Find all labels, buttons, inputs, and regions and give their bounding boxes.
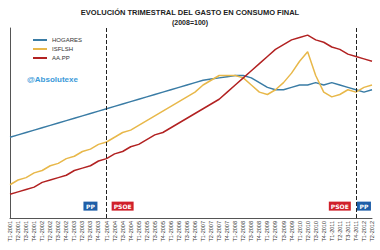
svg-text:T3-2009: T3-2009: [281, 221, 287, 242]
svg-text:T4-2003: T4-2003: [95, 221, 101, 242]
svg-text:T3-2006: T3-2006: [184, 221, 190, 242]
svg-text:T1-2003: T1-2003: [71, 221, 77, 242]
svg-text:T3-2007: T3-2007: [216, 221, 222, 242]
svg-text:PP: PP: [86, 203, 95, 210]
svg-text:T3-2010: T3-2010: [313, 221, 319, 242]
svg-text:T1-2007: T1-2007: [200, 221, 206, 242]
svg-text:T1-2009: T1-2009: [264, 221, 270, 242]
svg-text:T1-2010: T1-2010: [297, 221, 303, 242]
svg-text:T2-2006: T2-2006: [176, 221, 182, 242]
svg-text:HOGARES: HOGARES: [52, 37, 82, 43]
svg-text:T3-2003: T3-2003: [87, 221, 93, 242]
svg-text:(2008=100): (2008=100): [172, 19, 208, 27]
svg-text:PP: PP: [360, 203, 369, 210]
svg-text:T3-2002: T3-2002: [55, 221, 61, 242]
svg-text:T4-2007: T4-2007: [224, 221, 230, 242]
svg-text:T2-2010: T2-2010: [305, 221, 311, 242]
svg-text:T1-2001: T1-2001: [7, 221, 13, 242]
svg-text:ISFLSH: ISFLSH: [52, 46, 73, 52]
svg-text:T3-2001: T3-2001: [23, 221, 29, 242]
svg-text:T4-2008: T4-2008: [256, 221, 262, 242]
svg-text:T4-2009: T4-2009: [289, 221, 295, 242]
svg-text:PSOE: PSOE: [331, 203, 349, 210]
svg-text:T2-2001: T2-2001: [15, 221, 21, 242]
svg-text:T1-2002: T1-2002: [39, 221, 45, 242]
svg-text:T1-2004: T1-2004: [104, 221, 110, 242]
svg-text:PSOE: PSOE: [114, 203, 132, 210]
svg-text:T2-2009: T2-2009: [272, 221, 278, 242]
svg-text:T4-2010: T4-2010: [321, 221, 327, 242]
svg-text:T1-2008: T1-2008: [232, 221, 238, 242]
svg-text:T2-2002: T2-2002: [47, 221, 53, 242]
svg-text:T2-2012: T2-2012: [369, 221, 375, 242]
svg-text:T1-2012: T1-2012: [361, 221, 367, 242]
svg-text:T1-2005: T1-2005: [136, 221, 142, 242]
svg-text:T3-2008: T3-2008: [248, 221, 254, 242]
svg-text:AA.PP: AA.PP: [52, 55, 70, 61]
svg-text:T1-2011: T1-2011: [329, 221, 335, 241]
svg-text:@Absolutexe: @Absolutexe: [27, 75, 78, 84]
svg-text:T2-2004: T2-2004: [112, 221, 118, 242]
svg-text:T3-2011: T3-2011: [345, 221, 351, 241]
svg-text:T2-2007: T2-2007: [208, 221, 214, 242]
svg-text:T1-2006: T1-2006: [168, 221, 174, 242]
svg-text:T4-2005: T4-2005: [160, 221, 166, 242]
svg-text:T4-2011: T4-2011: [353, 221, 359, 241]
svg-text:T2-2011: T2-2011: [337, 221, 343, 241]
svg-text:T4-2002: T4-2002: [63, 221, 69, 242]
svg-text:T3-2004: T3-2004: [120, 221, 126, 242]
svg-text:T4-2006: T4-2006: [192, 221, 198, 242]
svg-text:T4-2004: T4-2004: [128, 221, 134, 242]
svg-text:EVOLUCIÓN TRIMESTRAL DEL GASTO: EVOLUCIÓN TRIMESTRAL DEL GASTO EN CONSUM…: [81, 8, 300, 17]
svg-text:T2-2003: T2-2003: [79, 221, 85, 242]
svg-text:T4-2001: T4-2001: [31, 221, 37, 242]
svg-text:T2-2008: T2-2008: [240, 221, 246, 242]
svg-text:T2-2005: T2-2005: [144, 221, 150, 242]
svg-text:T3-2005: T3-2005: [152, 221, 158, 242]
